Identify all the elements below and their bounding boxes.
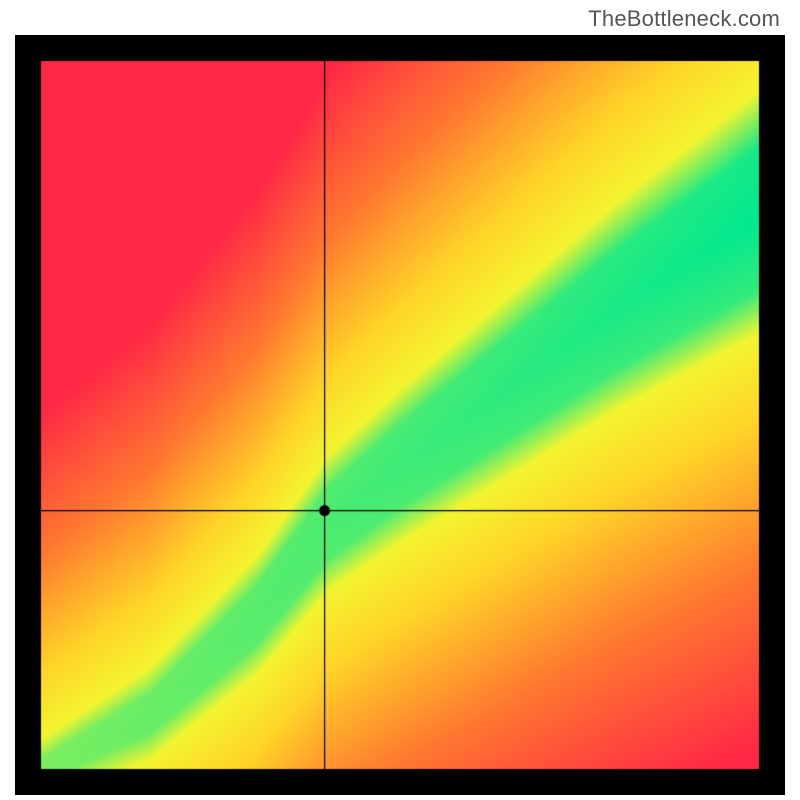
watermark-text: TheBottleneck.com xyxy=(588,6,780,32)
heatmap-canvas xyxy=(15,35,785,795)
bottleneck-heatmap-chart xyxy=(15,35,785,795)
